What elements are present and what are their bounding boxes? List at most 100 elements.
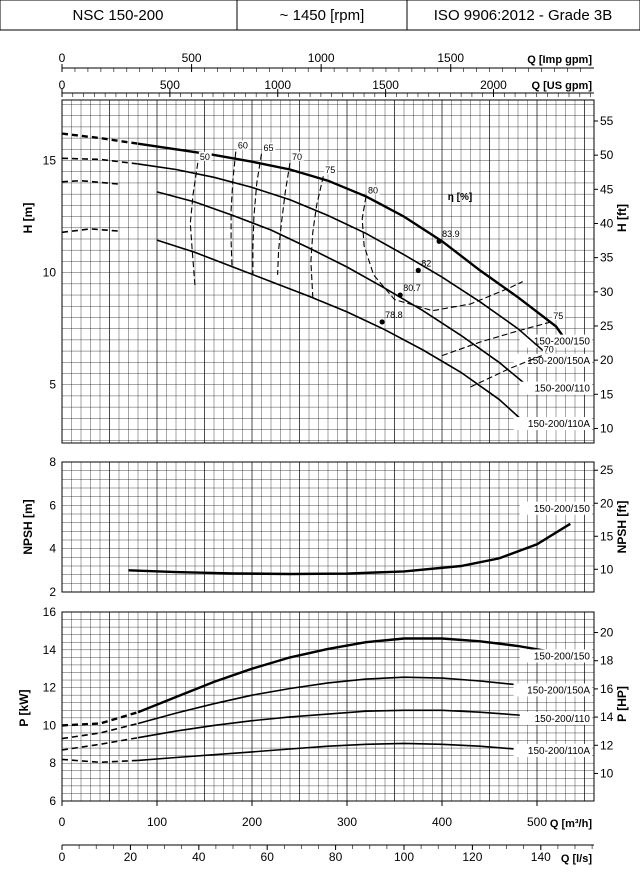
series-label-bg xyxy=(519,649,592,663)
series-line-150-200/110A xyxy=(156,239,529,426)
bep-label-80.7: 80.7 xyxy=(403,283,421,293)
efficiency-label-bg xyxy=(262,142,276,152)
series-line-150-200/110-dashed xyxy=(61,179,120,185)
axis-tick-label: 140 xyxy=(531,850,551,864)
y-tick-label: 2 xyxy=(49,585,56,599)
series-label-150-200/150: 150-200/150 xyxy=(534,337,591,348)
y2-tick-label: 18 xyxy=(600,654,614,668)
bottom-axes: 0 100 200 300 400 500 0 20 40 60 80 100 120 140 Q [m… xyxy=(59,801,594,865)
efficiency-curve-50 xyxy=(189,162,199,287)
series-label-bg xyxy=(519,711,592,725)
top-imp-gpm-ticks: 0 500 1000 1500 xyxy=(59,51,581,72)
series-label-bg xyxy=(519,334,592,348)
efficiency-label-bg xyxy=(236,140,250,150)
npsh-y2label: NPSH [ft] xyxy=(615,501,629,554)
y-tick-label: 10 xyxy=(43,718,57,732)
power-ylabel: P [kW] xyxy=(17,689,31,726)
axis-tick-label: 2000 xyxy=(480,78,507,92)
top-us-axis-label: Q [US gpm] xyxy=(532,80,593,92)
axis-tick-label: 20 xyxy=(124,850,138,864)
axis-tick-label: 0 xyxy=(59,850,66,864)
y2-tick-label: 25 xyxy=(600,319,614,333)
axis-tick-label: 400 xyxy=(432,815,452,829)
power-panel: 6 8 10 12 14 16 10 12 14 16 18 20 150-200/150 150-200… xyxy=(43,605,614,808)
header-bar: NSC 150-200 ~ 1450 [rpm] ISO 9906:2012 -… xyxy=(0,0,640,31)
efficiency-label-50: 50 xyxy=(200,152,210,162)
series-line-150-200/150A-dashed xyxy=(61,722,139,740)
bep-label-78.8: 78.8 xyxy=(385,310,403,320)
series-line-150-200/150A-dashed xyxy=(61,157,139,165)
series-label-150-200/150: 150-200/150 xyxy=(534,651,591,662)
series-label-bg xyxy=(513,353,592,367)
axis-tick-label: 0 xyxy=(59,78,66,92)
efficiency-curve-75 xyxy=(310,176,324,298)
efficiency-label-80: 80 xyxy=(368,185,378,195)
series-line-150-200/150 xyxy=(128,522,571,576)
axis-tick-label: 120 xyxy=(462,850,482,864)
axis-tick-label: 60 xyxy=(261,850,275,864)
axis-tick-label: 200 xyxy=(242,815,262,829)
efficiency-curve-65 xyxy=(252,153,263,275)
series-label-150-200/110: 150-200/110 xyxy=(535,714,591,725)
efficiency-label-bg xyxy=(552,310,566,320)
efficiency-label: η [%] xyxy=(448,192,472,203)
bep-point xyxy=(415,267,421,273)
y2-tick-label: 40 xyxy=(600,216,614,230)
efficiency-label-70: 70 xyxy=(292,152,302,162)
series-label-150-200/110: 150-200/110 xyxy=(535,384,591,395)
y-tick-label: 4 xyxy=(49,542,56,556)
efficiency-label-bg xyxy=(542,344,556,354)
y2-tick-label: 15 xyxy=(600,387,614,401)
bep-point xyxy=(379,319,385,325)
y-tick-label: 5 xyxy=(49,378,56,392)
efficiency-label-65: 65 xyxy=(264,143,274,153)
efficiency-label-60: 60 xyxy=(238,141,248,151)
bep-point xyxy=(436,238,442,244)
y2-tick-label: 55 xyxy=(600,114,614,128)
axis-tick-label: 1500 xyxy=(437,51,464,65)
efficiency-label-75: 75 xyxy=(325,165,335,175)
axis-tick-label: 300 xyxy=(337,815,357,829)
y2-tick-label: 10 xyxy=(600,421,614,435)
top-us-gpm-ticks: 0 500 1000 1500 2000 xyxy=(59,78,591,97)
head-ylabel: H [m] xyxy=(21,203,35,234)
axis-tick-label: 80 xyxy=(329,850,343,864)
bottom-ls-ticks: 0 20 40 60 80 100 120 140 xyxy=(59,845,593,864)
header-speed: ~ 1450 [rpm] xyxy=(280,7,365,24)
efficiency-label-bg xyxy=(324,165,338,175)
y-tick-label: 6 xyxy=(49,794,56,808)
head-panel: 5 10 15 10 15 20 25 30 35 40 45 50 55 150-200/150 150-… xyxy=(43,99,614,444)
axis-tick-label: 0 xyxy=(59,51,66,65)
efficiency-label-bg xyxy=(367,185,380,195)
series-line-150-200/110A-dashed xyxy=(61,758,139,764)
bep-point xyxy=(397,292,403,298)
head-y2label: H [ft] xyxy=(615,204,629,232)
efficiency-label-70: 70 xyxy=(544,345,554,355)
bottom-ls-axis-label: Q [l/s] xyxy=(561,853,593,865)
efficiency-label-75: 75 xyxy=(553,311,563,321)
series-line-150-200/150-dashed xyxy=(61,132,139,145)
bep-label-83.9: 83.9 xyxy=(442,229,460,239)
efficiency-curve-70 xyxy=(277,162,291,275)
axis-tick-label: 1000 xyxy=(264,78,291,92)
series-label-bg xyxy=(513,743,592,757)
axis-tick-label: 40 xyxy=(192,850,206,864)
axis-tick-label: 500 xyxy=(160,78,180,92)
series-label-bg xyxy=(513,683,592,697)
y2-tick-label: 14 xyxy=(600,710,614,724)
bep-label-82: 82 xyxy=(421,258,431,268)
axis-tick-label: 500 xyxy=(182,51,202,65)
efficiency-label-bg xyxy=(291,151,304,161)
axis-tick-label: 1000 xyxy=(308,51,335,65)
y-tick-label: 6 xyxy=(49,498,56,512)
y2-tick-label: 12 xyxy=(600,738,614,752)
efficiency-curve-80 xyxy=(361,196,524,312)
series-line-150-200/150A xyxy=(137,163,552,359)
y-tick-label: 12 xyxy=(43,681,57,695)
axis-tick-label: 1500 xyxy=(372,78,399,92)
series-label-bg xyxy=(519,501,592,515)
series-line-150-200/110 xyxy=(156,191,538,395)
grid xyxy=(61,611,595,802)
power-y2label: P [HP] xyxy=(615,686,629,722)
